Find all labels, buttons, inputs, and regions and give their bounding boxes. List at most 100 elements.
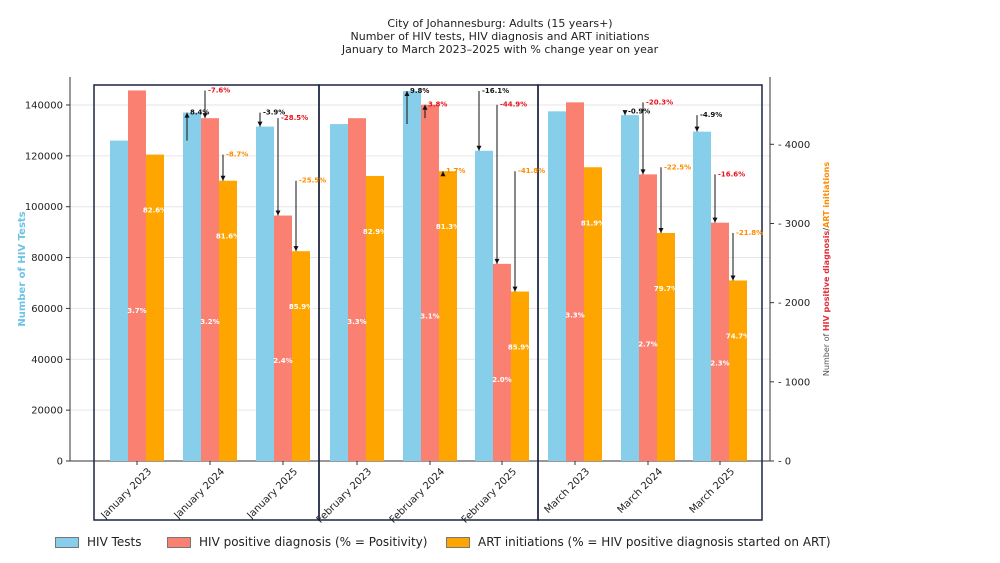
bar-tests-3 <box>330 124 348 461</box>
legend-label-diagnosis: HIV positive diagnosis (% = Positivity) <box>199 535 428 549</box>
change-arrow-art-5-head <box>512 286 518 292</box>
change-arrow-diag-2-head <box>275 210 281 216</box>
y2-tick-label-4: - 4000 <box>778 140 810 151</box>
y-tick-label-2: 40000 <box>31 355 63 366</box>
y-tick-label-3: 60000 <box>31 304 63 315</box>
y2-tick-label-1: - 1000 <box>778 377 810 388</box>
art-pct-label-5: 85.9% <box>508 344 532 352</box>
change-arrow-tests-1-head <box>184 112 190 118</box>
bar-tests-7 <box>621 115 639 462</box>
bar-diagnosis-0 <box>128 90 146 462</box>
art-pct-label-2: 85.9% <box>289 303 313 311</box>
x-tick-label-5: February 2025 <box>460 466 519 525</box>
art-pct-label-7: 79.7% <box>654 285 678 293</box>
bar-diagnosis-6 <box>566 102 584 461</box>
bar-art-2 <box>292 251 310 461</box>
positivity-label-6: 3.3% <box>565 312 584 320</box>
change-label-art-7: -22.5% <box>664 163 691 171</box>
y-tick-label-6: 120000 <box>25 151 63 162</box>
change-arrow-tests-2-head <box>257 121 263 127</box>
month-group-box-2 <box>537 84 763 521</box>
change-label-diag-4: 3.8% <box>428 101 447 109</box>
legend-label-art: ART initiations (% = HIV positive diagno… <box>478 535 831 549</box>
change-arrow-art-8-head <box>730 275 736 281</box>
y-tick-label-4: 80000 <box>31 253 63 264</box>
change-label-diag-7: -20.3% <box>646 98 673 106</box>
x-tick-label-3: February 2023 <box>315 466 374 525</box>
positivity-label-4: 3.1% <box>420 312 439 320</box>
art-pct-label-1: 81.6% <box>216 233 240 241</box>
bar-tests-0 <box>110 140 128 461</box>
change-arrow-diag-7-head <box>640 169 646 175</box>
change-label-art-1: -8.7% <box>226 151 248 159</box>
positivity-label-8: 2.3% <box>710 360 729 368</box>
bar-diagnosis-2 <box>274 215 292 461</box>
bar-diagnosis-4 <box>421 104 439 462</box>
change-label-tests-8: -4.9% <box>700 111 722 119</box>
bar-tests-6 <box>548 111 566 462</box>
change-label-art-2: -25.5% <box>299 177 326 185</box>
y2-axis-title-part-0: Number of <box>822 331 831 376</box>
y2-axis-title-part-3: ART initiations <box>822 162 831 228</box>
change-label-diag-1: -7.6% <box>208 86 230 94</box>
legend: HIV Tests HIV positive diagnosis (% = Po… <box>0 535 1000 555</box>
bar-diagnosis-7 <box>639 174 657 462</box>
legend-label-tests: HIV Tests <box>87 535 142 549</box>
change-arrow-art-1-head <box>220 175 226 181</box>
change-label-tests-4: 9.8% <box>410 87 429 95</box>
positivity-label-7: 2.7% <box>638 340 657 348</box>
art-pct-label-3: 82.9% <box>363 228 387 236</box>
y2-axis-title-part-1: HIV positive diagnosis <box>822 231 831 332</box>
change-label-tests-1: 8.4% <box>190 109 209 117</box>
bar-art-3 <box>366 175 384 462</box>
chart-title-line-3: January to March 2023–2025 with % change… <box>341 43 659 56</box>
bar-art-7 <box>657 232 675 461</box>
change-label-tests-2: -3.9% <box>263 109 285 117</box>
chart-title-line-2: Number of HIV tests, HIV diagnosis and A… <box>350 30 650 43</box>
y2-axis-title-part-2: / <box>822 228 831 231</box>
change-label-diag-5: -44.9% <box>500 101 527 109</box>
bar-chart: 0 20000 40000 60000 80000 100000 120000 140000 -… <box>17 77 831 526</box>
positivity-label-2: 2.4% <box>273 357 292 365</box>
bar-art-4 <box>439 171 457 461</box>
bar-art-1 <box>219 180 237 461</box>
change-arrow-tests-7-head <box>622 110 628 116</box>
positivity-label-3: 3.3% <box>347 318 366 326</box>
legend-item-diagnosis: HIV positive diagnosis (% = Positivity) <box>167 535 427 549</box>
change-arrow-art-2-head <box>293 246 299 252</box>
art-pct-label-6: 81.9% <box>581 219 605 227</box>
change-label-tests-5: -16.1% <box>482 87 509 95</box>
art-pct-label-8: 74.7% <box>726 332 750 340</box>
change-arrow-tests-5-head <box>476 145 482 151</box>
x-tick-label-2: January 2025 <box>245 466 301 522</box>
bar-art-6 <box>584 167 602 461</box>
bar-diagnosis-3 <box>348 118 366 461</box>
change-arrow-art-7-head <box>658 227 664 233</box>
bar-art-5 <box>511 291 529 461</box>
change-label-art-4: 1.7% <box>446 167 465 175</box>
bar-diagnosis-1 <box>201 118 219 461</box>
change-arrow-art-4-head <box>440 171 446 177</box>
art-pct-label-4: 81.3% <box>436 223 460 231</box>
y-tick-label-0: 0 <box>57 457 63 468</box>
change-arrow-diag-8-head <box>712 217 718 223</box>
change-label-tests-7: -0.9% <box>628 107 650 115</box>
change-label-diag-2: -28.5% <box>281 114 308 122</box>
change-arrow-tests-4-head <box>404 90 410 96</box>
change-arrow-diag-4-head <box>422 104 428 110</box>
y-tick-label-5: 100000 <box>25 202 63 213</box>
positivity-label-5: 2.0% <box>492 376 511 384</box>
y2-tick-label-0: - 0 <box>778 457 791 468</box>
bar-tests-2 <box>256 126 274 461</box>
legend-swatch-tests <box>55 536 79 548</box>
legend-swatch-art <box>446 536 470 548</box>
y-tick-label-1: 20000 <box>31 406 63 417</box>
x-tick-label-1: January 2024 <box>172 466 228 522</box>
x-tick-label-7: March 2024 <box>616 466 666 516</box>
bar-art-8 <box>729 280 747 461</box>
change-label-diag-8: -16.6% <box>718 170 745 178</box>
x-tick-label-4: February 2024 <box>388 466 447 525</box>
x-tick-label-6: March 2023 <box>543 466 593 516</box>
legend-item-art: ART initiations (% = HIV positive diagno… <box>446 535 831 549</box>
x-tick-label-0: January 2023 <box>99 466 155 522</box>
